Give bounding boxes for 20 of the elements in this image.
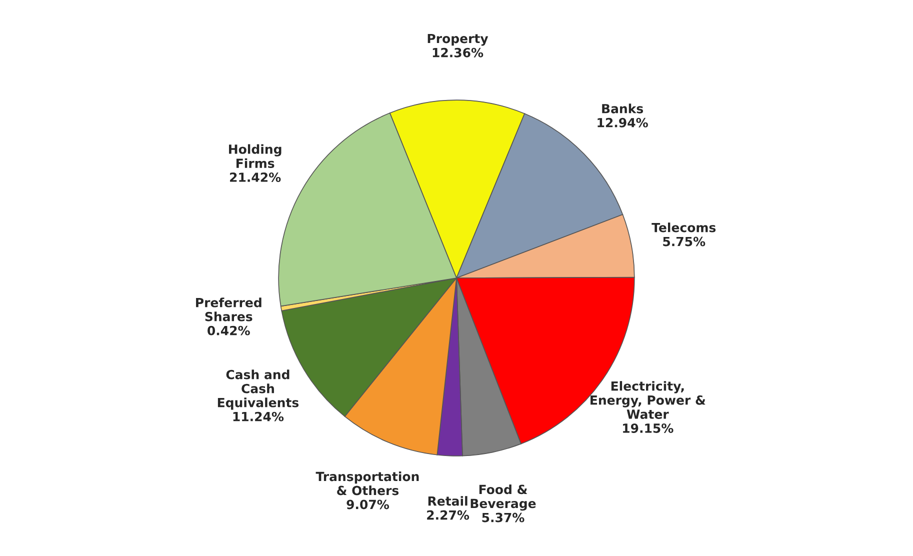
data-label: 5.75%	[663, 236, 706, 246]
slice-label: Cash and Cash Equivalents	[218, 370, 299, 410]
slice-label: Electricity, Energy, Power & Water	[590, 381, 706, 419]
data-label: 12.94%	[598, 118, 648, 128]
data-label: 11.24%	[233, 412, 284, 422]
slice-label: Property	[428, 34, 488, 46]
slice-label: Telecoms	[652, 222, 716, 232]
data-label: 21.42%	[230, 172, 281, 182]
slice-label: Retail	[428, 496, 468, 506]
slice-label: Banks	[602, 104, 644, 114]
slice-label: Preferred Shares	[196, 298, 262, 322]
data-label: 5.37%	[482, 512, 524, 522]
slice-label: Transportation & Others	[316, 472, 419, 496]
slice-label: Holding Firms	[229, 144, 282, 168]
data-label: 2.27%	[427, 510, 470, 520]
data-label: 0.42%	[208, 326, 250, 336]
data-label: 19.15%	[623, 423, 674, 433]
data-label: 9.07%	[346, 500, 389, 510]
slice-label: Food & Beverage	[470, 484, 536, 511]
data-label: 12.36%	[432, 48, 484, 58]
